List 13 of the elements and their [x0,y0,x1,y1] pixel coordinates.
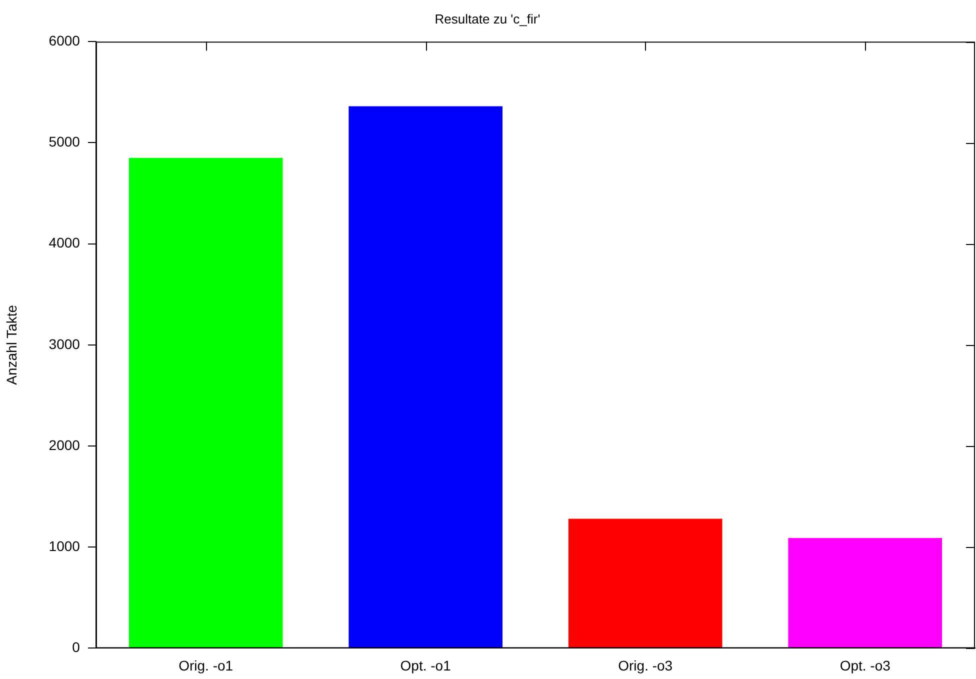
y-tick-label: 6000 [48,32,80,48]
y-tick-label: 2000 [48,436,80,453]
y-axis-title: Anzahl Takte [3,304,20,385]
chart-title: Resultate zu 'c_fir' [434,11,540,26]
y-tick-label: 3000 [48,336,80,352]
x-tick-label: Opt. -o1 [400,657,452,674]
x-tick-label: Orig. -o1 [178,657,234,674]
x-tick-label: Orig. -o3 [618,657,673,674]
y-tick-label: 4000 [48,234,80,251]
x-tick-label: Opt. -o3 [840,657,891,674]
y-tick-label: 0 [72,639,80,656]
y-tick-label: 1000 [48,538,80,554]
y-tick-label: 5000 [48,134,80,150]
